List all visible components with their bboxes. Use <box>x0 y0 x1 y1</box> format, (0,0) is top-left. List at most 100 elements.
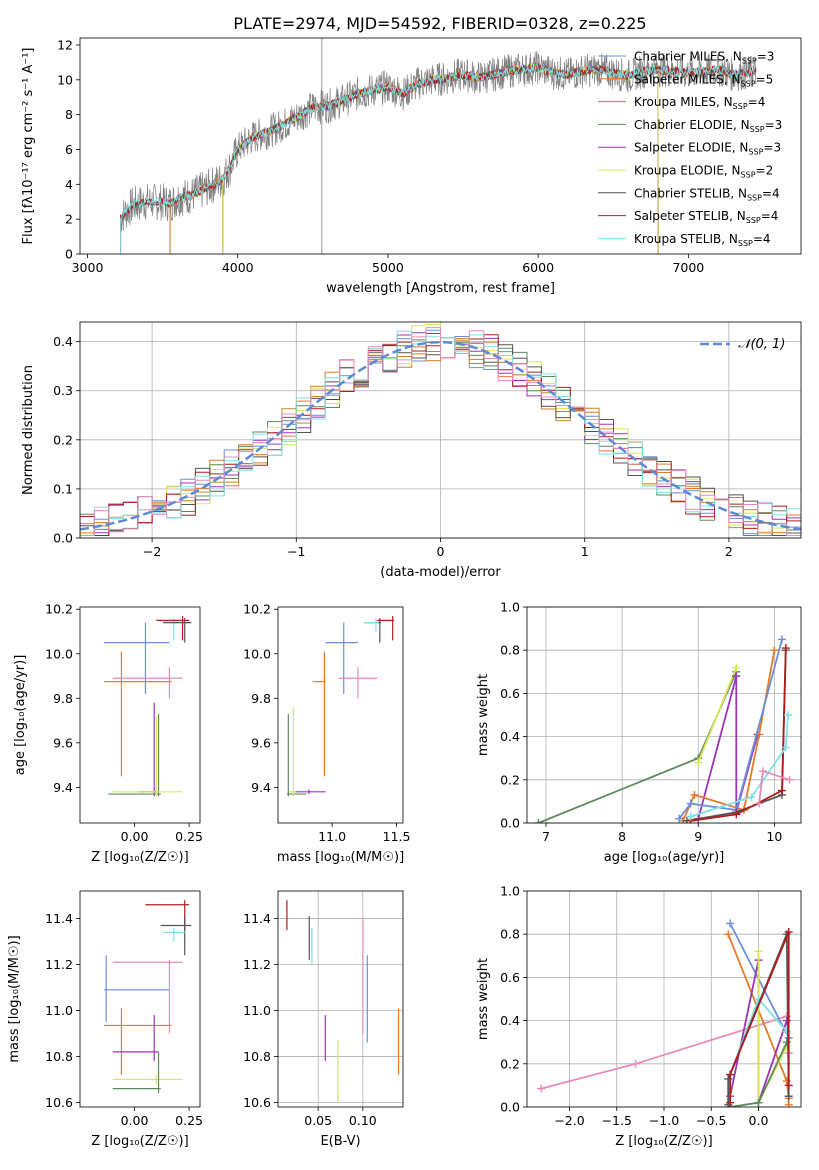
figure-title: PLATE=2974, MJD=54592, FIBERID=0328, z=0… <box>233 14 646 33</box>
legend-label: Salpeter MILES, NSSP=5 <box>634 72 773 88</box>
x-tick-label: 0.25 <box>175 829 203 844</box>
x-tick-label: 4000 <box>222 260 254 275</box>
legend-label: Chabrier MILES, NSSP=3 <box>634 50 774 66</box>
x-tick-label: 1 <box>581 544 589 559</box>
y-tick-label: 0.6 <box>500 686 520 701</box>
x-axis-label: age [log₁₀(age/yr)] <box>604 850 725 865</box>
model-spectrum <box>120 63 756 254</box>
y-axis-label: mass weight <box>476 958 491 1040</box>
legend-label: Chabrier ELODIE, NSSP=3 <box>634 118 782 134</box>
y-tick-label: 4 <box>65 177 73 192</box>
x-tick-label: −1.0 <box>649 1113 679 1128</box>
x-tick-label: 8 <box>618 829 626 844</box>
weight-marker <box>686 799 695 808</box>
y-tick-label: 9.8 <box>251 691 271 706</box>
weight-line <box>540 1015 790 1090</box>
y-tick-label: 9.4 <box>251 780 271 795</box>
weight-marker <box>782 1077 791 1086</box>
weight-marker <box>784 928 793 937</box>
y-tick-label: 11.2 <box>243 957 271 972</box>
x-tick-label: −1 <box>287 544 305 559</box>
model-spectrum <box>120 61 757 254</box>
x-axis-label: Z [log₁₀(Z/Z☉)] <box>91 850 188 865</box>
plot-area <box>287 615 394 797</box>
x-axis-label: (data-model)/error <box>380 565 501 580</box>
x-tick-label: 6000 <box>522 260 554 275</box>
weight-line <box>678 639 783 820</box>
y-tick-label: 2 <box>65 212 73 227</box>
weight-marker <box>534 819 543 823</box>
legend-label: Salpeter ELODIE, NSSP=3 <box>634 141 781 157</box>
model-spectrum <box>120 62 757 254</box>
y-tick-label: 11.4 <box>45 911 73 926</box>
y-tick-label: 0.4 <box>500 729 520 744</box>
y-tick-label: 0.3 <box>53 383 73 398</box>
x-tick-label: 2 <box>725 544 733 559</box>
x-tick-label: 7000 <box>672 260 704 275</box>
weight-marker <box>726 1098 735 1107</box>
y-tick-label: 1.0 <box>500 600 520 615</box>
y-tick-label: 0.0 <box>500 1100 520 1115</box>
y-tick-label: 6 <box>65 142 73 157</box>
legend-label: Kroupa STELIB, NSSP=4 <box>634 232 771 248</box>
plot-area <box>286 900 400 1103</box>
x-tick-label: −1.5 <box>602 1113 632 1128</box>
x-tick-label: 0.0 <box>749 1113 769 1128</box>
weight-marker <box>686 812 695 821</box>
weight-marker <box>754 947 763 956</box>
weight-line <box>697 667 738 763</box>
x-tick-label: −0.5 <box>696 1113 726 1128</box>
plot-mass-vs-Z: 0.00 0.25 10.6 10.8 11.0 11.2 11.4 Z [log₁₀(Z/Z… <box>7 890 203 1149</box>
legend-label: Kroupa ELODIE, NSSP=2 <box>634 164 773 180</box>
model-spectrum <box>169 62 659 254</box>
axes-frame <box>79 606 201 824</box>
plot-area <box>104 900 192 1094</box>
y-axis-label: Flux [fλ10⁻¹⁷ erg cm⁻² s⁻¹ A⁻¹] <box>21 48 36 245</box>
x-tick-label: 5000 <box>372 260 404 275</box>
weight-marker <box>690 790 699 799</box>
x-tick-label: −2 <box>143 544 161 559</box>
weight-marker <box>755 799 764 808</box>
axes-frame <box>79 890 201 1108</box>
x-axis-label: Z [log₁₀(Z/Z☉)] <box>615 1134 712 1149</box>
weight-marker <box>732 810 741 819</box>
observed-spectrum <box>120 50 757 232</box>
y-tick-label: 10.2 <box>243 602 271 617</box>
y-axis-label: Normed distribution <box>21 365 36 495</box>
x-tick-label: 0.05 <box>304 1113 332 1128</box>
y-tick-label: 0.4 <box>500 1013 520 1028</box>
weight-marker <box>694 758 703 767</box>
plot-area <box>120 38 757 254</box>
weight-marker <box>754 1098 763 1107</box>
axes-frame <box>277 606 404 824</box>
legend-label: Kroupa MILES, NSSP=4 <box>634 95 765 111</box>
plot-area <box>534 635 794 823</box>
legend-label: Salpeter STELIB, NSSP=4 <box>634 209 778 225</box>
weight-marker <box>770 646 779 655</box>
y-tick-label: 10.8 <box>243 1049 271 1064</box>
axes-frame <box>526 606 802 824</box>
x-tick-label: 10 <box>766 829 782 844</box>
plot-mass-vs-EBV: 0.05 0.10 10.6 10.8 11.0 11.2 11.4 E(B-V) <box>243 890 404 1149</box>
y-axis-label: mass [log₁₀(M/M☉)] <box>7 935 22 1062</box>
y-tick-label: 0.2 <box>500 772 520 787</box>
x-axis-label: E(B-V) <box>320 1134 360 1149</box>
weight-marker <box>537 1084 546 1093</box>
y-tick-label: 0.4 <box>53 334 73 349</box>
weight-marker <box>781 644 790 653</box>
axes-frame <box>277 890 404 1108</box>
y-tick-label: 0.0 <box>500 816 520 831</box>
axes-frame <box>526 890 802 1108</box>
y-tick-label: 1.0 <box>500 884 520 899</box>
histogram-step <box>80 327 801 538</box>
plot-residuals: −2 −1 0 1 2 0.0 0.1 0.2 0.3 0.4 (data-model)/error… <box>21 321 802 580</box>
plot-age-vs-mass: 11.0 11.5 9.4 9.6 9.8 10.0 10.2 mass [log₁₀(M/M… <box>243 602 410 865</box>
x-axis-label: mass [log₁₀(M/M☉)] <box>277 850 404 865</box>
weight-marker <box>631 1059 640 1068</box>
y-axis-label: mass weight <box>476 674 491 756</box>
weight-line <box>690 714 789 818</box>
x-tick-label: 0.00 <box>121 1113 149 1128</box>
y-tick-label: 11.0 <box>243 1003 271 1018</box>
y-tick-label: 9.6 <box>53 735 73 750</box>
y-tick-label: 11.0 <box>45 1003 73 1018</box>
